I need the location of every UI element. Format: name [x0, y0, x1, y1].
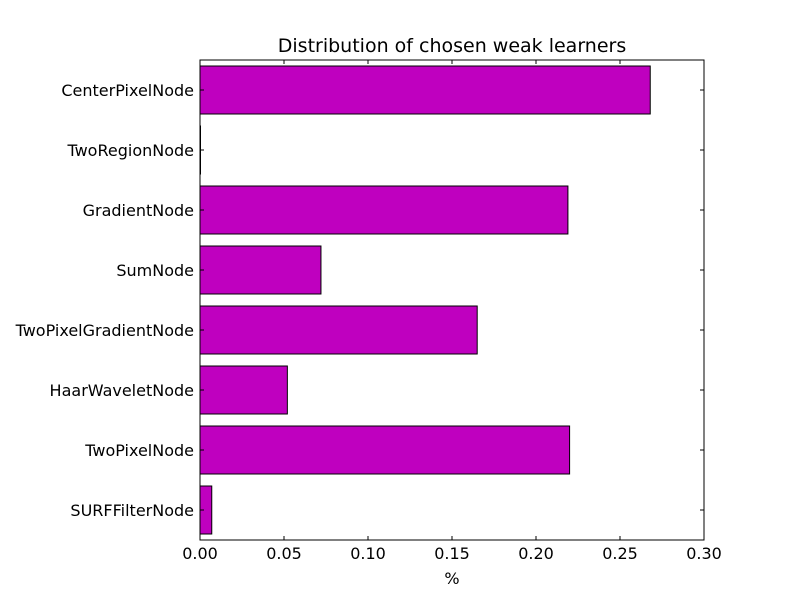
bar-two-pixel-gradient-node — [199, 305, 478, 355]
x-tick-label: 0.10 — [350, 544, 386, 563]
y-tick-label: TwoPixelNode — [84, 441, 194, 460]
bars-layer — [199, 65, 651, 535]
x-tick-label: 0.15 — [434, 544, 470, 563]
bar-haar-wavelet-node — [199, 365, 288, 415]
x-tick-label: 0.20 — [518, 544, 554, 563]
ticks-layer — [199, 60, 705, 540]
y-tick-label: CenterPixelNode — [61, 81, 194, 100]
x-axis-title: % — [444, 569, 459, 588]
y-tick-label: HaarWaveletNode — [50, 381, 194, 400]
y-tick-label: SumNode — [116, 261, 194, 280]
y-tick-label: GradientNode — [83, 201, 194, 220]
bar-two-pixel-node — [199, 425, 571, 475]
chart-title: Distribution of chosen weak learners — [278, 35, 626, 57]
x-tick-label: 0.25 — [602, 544, 638, 563]
bar-sum-node — [199, 245, 322, 295]
y-tick-label: TwoPixelGradientNode — [15, 321, 194, 340]
bar-gradient-node — [199, 185, 569, 235]
x-tick-label: 0.00 — [182, 544, 218, 563]
bar-center-pixel-node — [199, 65, 651, 115]
y-tick-label: TwoRegionNode — [66, 141, 194, 160]
x-tick-label: 0.05 — [266, 544, 302, 563]
y-tick-label: SURFFilterNode — [70, 501, 194, 520]
y-tick-labels: CenterPixelNode TwoRegionNode GradientNode… — [15, 81, 194, 520]
x-tick-label: 0.30 — [686, 544, 722, 563]
plot-frame — [199, 59, 705, 541]
x-tick-labels: 0.00 0.05 0.10 0.15 0.20 0.25 0.30 — [182, 544, 722, 563]
